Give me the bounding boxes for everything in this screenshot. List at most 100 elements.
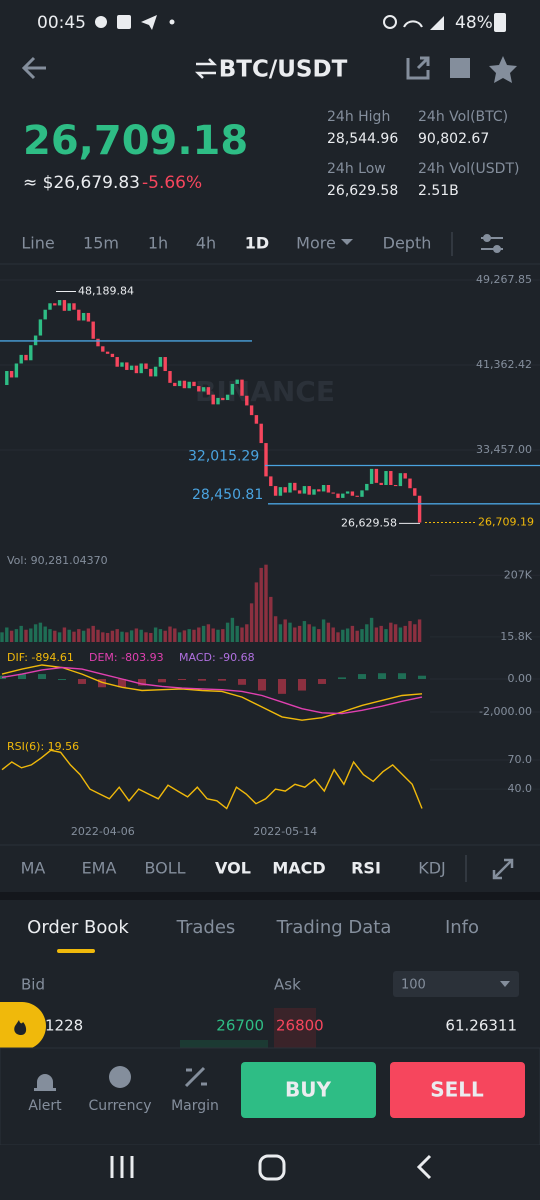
volume-bar	[283, 619, 287, 642]
interval-tab[interactable]: Line	[21, 234, 54, 253]
volume-bar	[355, 630, 359, 642]
indicator-tab[interactable]: KDJ	[418, 859, 446, 878]
low-label: 26,629.58	[341, 516, 397, 529]
interval-tab[interactable]: 1h	[148, 234, 168, 253]
tab-indicator	[57, 949, 95, 953]
book-tab[interactable]: Info	[445, 917, 479, 938]
volume-bar	[72, 631, 76, 642]
indicator-tab[interactable]: EMA	[82, 859, 117, 878]
alert-label[interactable]: Alert	[28, 1098, 62, 1114]
alert-icon[interactable]	[34, 1074, 56, 1091]
book-tab[interactable]: Trades	[176, 917, 236, 938]
macd-bar	[38, 674, 46, 680]
stat-value: 2.51B	[418, 183, 459, 199]
sell-button[interactable]	[390, 1062, 525, 1118]
volume-bar	[408, 621, 412, 642]
candle	[163, 357, 167, 372]
macd-label: MACD: -90.68	[179, 651, 255, 664]
indicator-tab[interactable]: MACD	[272, 859, 325, 878]
volume-bar	[14, 629, 19, 642]
candle	[264, 443, 268, 477]
margin-label[interactable]: Margin	[171, 1098, 219, 1114]
candle	[5, 371, 9, 385]
volume-bar	[403, 625, 407, 642]
indicator-tab[interactable]: MA	[21, 859, 46, 878]
volume-bar	[293, 627, 297, 642]
swap-icon[interactable]	[194, 58, 218, 79]
volume-bar	[43, 626, 47, 642]
volume-bar	[153, 627, 158, 642]
interval-tab[interactable]: 15m	[83, 234, 119, 253]
x-tick-label: 2022-05-14	[253, 825, 317, 838]
candle	[62, 300, 67, 311]
macd-bar	[418, 675, 426, 680]
volume-bar	[235, 625, 239, 642]
pair-title[interactable]: BTC/USDT	[219, 57, 348, 83]
currency-icon[interactable]	[109, 1066, 131, 1088]
volume-bar	[254, 582, 259, 642]
volume-label: Vol: 90,281.04370	[7, 554, 108, 567]
candle	[273, 486, 278, 496]
interval-tab[interactable]: Depth	[383, 234, 432, 253]
candle	[211, 394, 215, 405]
stat-label: 24h Vol(BTC)	[418, 109, 508, 125]
volume-bar	[5, 627, 9, 642]
fullscreen-icon[interactable]	[492, 858, 514, 880]
macd-tick-label: -2,000.00	[479, 705, 532, 718]
volume-bar	[81, 630, 86, 642]
favorite-icon[interactable]	[489, 56, 517, 83]
dea-line	[1, 666, 423, 715]
volume-bar	[360, 629, 364, 642]
buy-button[interactable]	[241, 1062, 376, 1118]
settings-icon[interactable]	[481, 234, 503, 253]
candle	[350, 491, 355, 496]
candle	[129, 365, 134, 370]
volume-bar	[240, 627, 244, 642]
candle	[293, 482, 297, 491]
buy-label[interactable]: BUY	[285, 1078, 331, 1102]
layout-icon[interactable]	[450, 58, 470, 78]
interval-tab[interactable]: 1D	[245, 234, 269, 253]
sell-label[interactable]: SELL	[430, 1078, 484, 1102]
book-tab[interactable]: Order Book	[27, 917, 129, 938]
rsi-line	[1, 749, 423, 810]
interval-tab[interactable]: More	[296, 234, 336, 253]
volume-bar	[379, 625, 383, 642]
dif-line	[1, 664, 423, 721]
volume-bar	[168, 626, 172, 642]
stat-label: 24h Low	[327, 161, 386, 177]
indicator-tab[interactable]: RSI	[351, 859, 381, 878]
last-price: 26,709.18	[23, 118, 248, 164]
volume-bar	[273, 616, 278, 642]
candle	[345, 491, 350, 494]
interval-tab[interactable]: 4h	[196, 234, 216, 253]
volume-bar	[369, 617, 374, 642]
share-icon[interactable]	[406, 56, 430, 80]
back-nav-button[interactable]	[416, 1154, 432, 1180]
candle	[403, 473, 407, 479]
volume-bar	[187, 629, 191, 642]
volume-bar	[336, 632, 340, 642]
indicator-tab[interactable]: BOLL	[144, 859, 185, 878]
candle	[288, 482, 292, 493]
volume-bar	[230, 617, 235, 642]
candle	[24, 354, 28, 361]
recents-button[interactable]	[110, 1156, 134, 1178]
back-button[interactable]	[21, 56, 46, 80]
volume-bar	[182, 630, 187, 642]
margin-icon[interactable]	[184, 1066, 207, 1088]
candle	[245, 395, 249, 406]
macd-bar	[218, 679, 226, 681]
candle	[240, 379, 244, 396]
indicator-tab[interactable]: VOL	[215, 859, 251, 878]
candle	[254, 415, 259, 424]
dea-label: DEM: -803.93	[89, 651, 164, 664]
book-tab[interactable]: Trading Data	[276, 917, 392, 938]
home-button[interactable]	[258, 1154, 286, 1181]
depth-select[interactable]	[393, 971, 519, 997]
candle	[225, 394, 230, 401]
stat-label: 24h Vol(USDT)	[418, 161, 519, 177]
currency-label[interactable]: Currency	[88, 1098, 151, 1114]
macd-bar	[398, 673, 406, 680]
status-battery: 48%	[455, 13, 493, 33]
